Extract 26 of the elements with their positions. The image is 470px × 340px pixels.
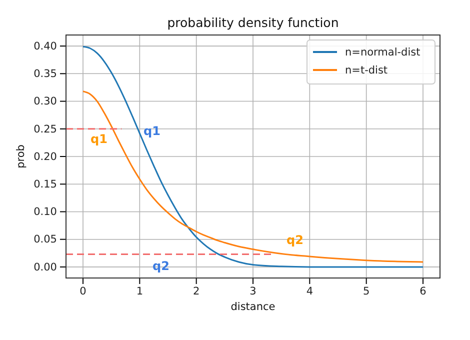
y-tick-label: 0.35 bbox=[34, 68, 57, 80]
x-tick-label: 4 bbox=[306, 285, 314, 298]
y-tick-label: 0.30 bbox=[34, 96, 57, 108]
y-tick-label: 0.15 bbox=[34, 178, 57, 190]
x-axis-title: distance bbox=[230, 301, 276, 313]
x-tick-label: 6 bbox=[420, 285, 427, 298]
line-series bbox=[82, 90, 424, 263]
annotation: q2 bbox=[286, 233, 304, 248]
annotation: q1 bbox=[144, 124, 160, 138]
y-tick-label: 0.10 bbox=[34, 206, 57, 218]
y-tick-label: 0.25 bbox=[34, 123, 57, 136]
x-tick-label: 5 bbox=[362, 285, 370, 298]
x-tick-label: 2 bbox=[192, 285, 200, 298]
y-tick-label: 0.20 bbox=[34, 150, 57, 163]
x-tick-label: 3 bbox=[250, 285, 256, 298]
y-tick-label: 0.40 bbox=[34, 40, 57, 52]
x-tick-label: 1 bbox=[136, 285, 144, 298]
legend-label: n=t-dist bbox=[345, 64, 388, 77]
x-tick-label: 0 bbox=[80, 285, 86, 298]
y-axis-title: prob bbox=[15, 144, 27, 168]
y-tick-label: 0.00 bbox=[34, 261, 57, 274]
y-tick-label: 0.05 bbox=[34, 234, 57, 246]
chart-title: probability density function bbox=[167, 15, 339, 30]
annotation: q2 bbox=[152, 259, 170, 274]
legend-label: n=normal-dist bbox=[345, 46, 420, 59]
annotation: q1 bbox=[90, 132, 108, 146]
